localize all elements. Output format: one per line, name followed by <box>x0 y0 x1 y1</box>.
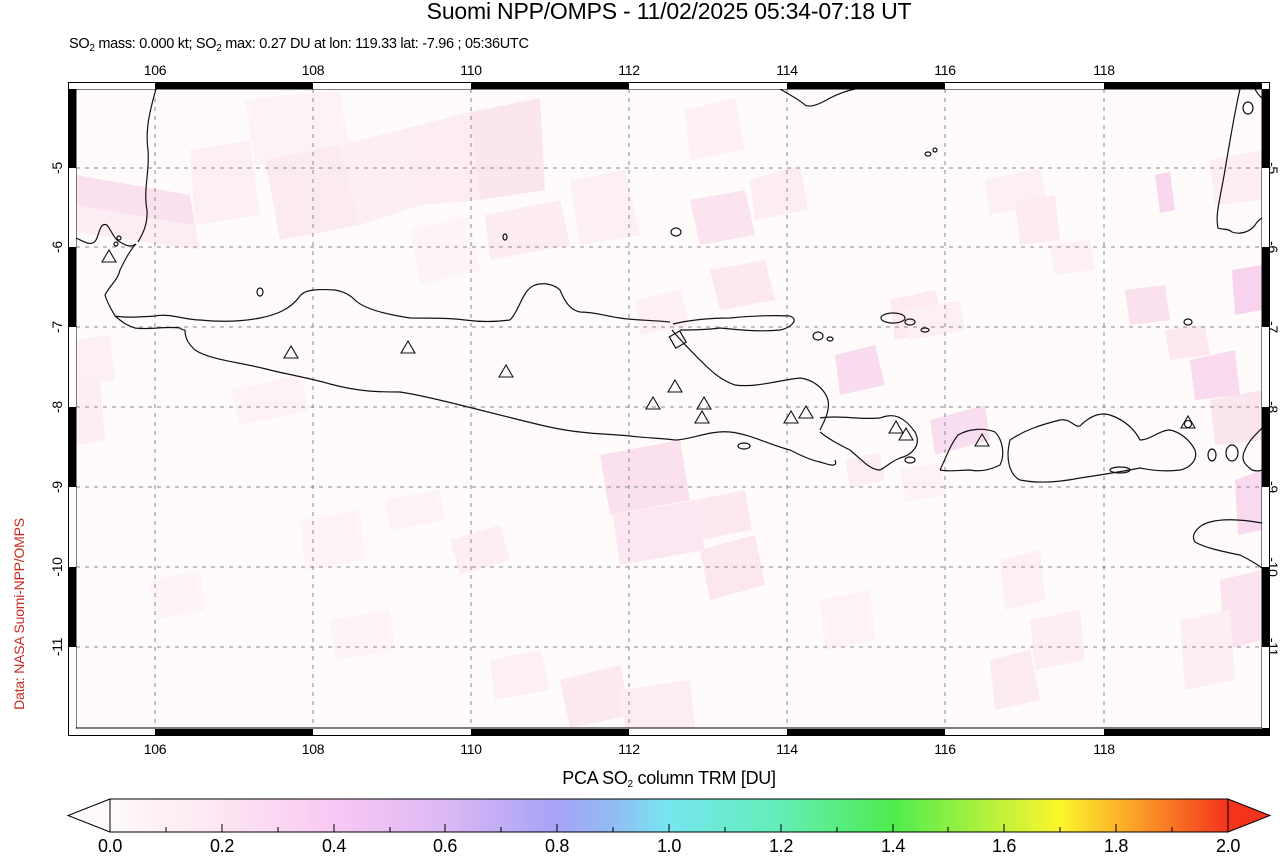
volcano-icon <box>888 419 904 434</box>
colorbar-tick-label: 1.4 <box>880 836 906 856</box>
subscript: 2 <box>89 43 95 54</box>
colorbar-max-arrow <box>1227 798 1272 833</box>
colorbar-tick-label: 0.4 <box>321 836 347 856</box>
volcano-icon <box>283 344 299 359</box>
colorbar-min-arrow <box>66 798 111 833</box>
volcano-icon <box>898 426 914 441</box>
volcano-icon <box>696 395 712 410</box>
lon-label-bottom: 114 <box>776 741 798 757</box>
colorbar-tick-label: 1.0 <box>656 836 682 856</box>
colorbar-tick-label: 0.2 <box>209 836 235 856</box>
lon-label-top: 118 <box>1093 62 1115 78</box>
volcano-icon <box>400 339 416 354</box>
volcano-icon <box>498 363 514 378</box>
lon-label-top: 108 <box>301 62 325 78</box>
colorbar-label: PCA SO2 column TRM [DU] <box>0 768 1288 790</box>
lon-label-bottom: 118 <box>1093 741 1115 757</box>
volcano-markers <box>101 248 1196 447</box>
colorbar-label-text: PCA SO <box>562 768 628 788</box>
subscript: 2 <box>216 43 222 54</box>
lon-label-top: 106 <box>143 62 167 78</box>
lon-label-top: 114 <box>776 62 798 78</box>
so2-summary: SO2 mass: 0.000 kt; SO2 max: 0.27 DU at … <box>69 36 529 54</box>
lon-label-top: 110 <box>460 62 482 78</box>
map-title: Suomi NPP/OMPS - 11/02/2025 05:34-07:18 … <box>426 0 912 24</box>
so2-max-text: max: 0.27 DU at lon: 119.33 lat: -7.96 ;… <box>221 36 529 52</box>
lon-label-bottom: 116 <box>934 741 956 757</box>
volcano-icon <box>798 404 814 419</box>
volcano-icon <box>645 395 661 410</box>
lon-label-bottom: 106 <box>143 741 167 757</box>
colorbar-tick-label: 0.6 <box>432 836 458 856</box>
lon-label-bottom: 112 <box>618 741 640 757</box>
colorbar-tick-label: 1.8 <box>1103 836 1129 856</box>
volcano-icon <box>974 432 990 447</box>
colorbar-tick-label: 0.0 <box>97 836 123 856</box>
colorbar-tick-label: 2.0 <box>1215 836 1241 856</box>
volcano-icon <box>694 409 710 424</box>
graticule <box>76 89 1262 728</box>
lon-label-bottom: 108 <box>301 741 325 757</box>
colorbar <box>66 798 1272 833</box>
colorbar-label-text: column TRM [DU] <box>632 768 776 788</box>
so2-mass-text: mass: 0.000 kt; SO <box>94 36 217 52</box>
colorbar-tick-label: 1.2 <box>768 836 794 856</box>
colorbar-tick-label: 0.8 <box>544 836 570 856</box>
volcano-icon <box>101 248 117 263</box>
coastlines <box>76 89 1262 569</box>
subscript: 2 <box>627 779 634 790</box>
volcano-icon <box>783 409 799 424</box>
map-frame <box>68 82 1270 736</box>
lon-label-bottom: 110 <box>460 741 482 757</box>
lon-label-top: 112 <box>618 62 640 78</box>
volcano-icon <box>667 378 683 393</box>
lon-label-top: 116 <box>934 62 956 78</box>
so2-label: SO <box>69 36 90 52</box>
colorbar-tick-label: 1.6 <box>991 836 1017 856</box>
